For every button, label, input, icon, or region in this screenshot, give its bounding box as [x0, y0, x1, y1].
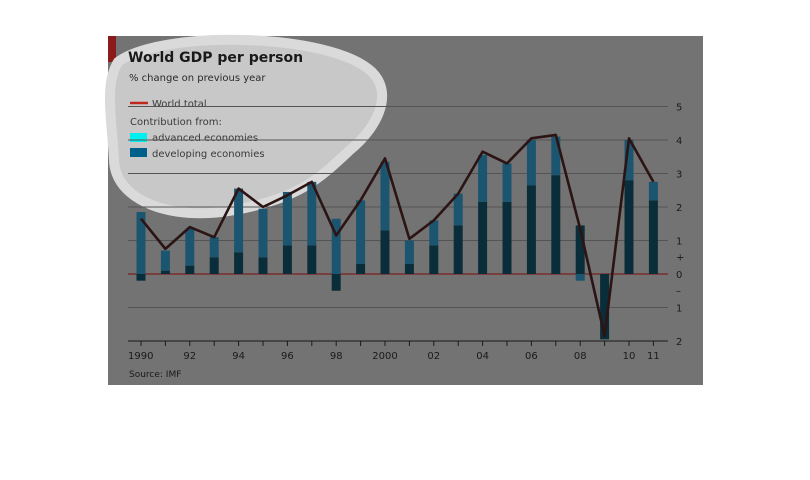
bar-advanced-2008	[575, 274, 585, 281]
bar-advanced-2007	[551, 136, 561, 176]
bar-layer	[136, 136, 658, 340]
x-tick-label-1990: 1990	[128, 351, 153, 362]
x-tick-label-92: 92	[183, 351, 196, 362]
bar-developing-2004	[478, 201, 488, 274]
bar-advanced-1992	[185, 228, 195, 266]
bar-developing-2008	[575, 225, 585, 274]
x-tick-label-2000: 2000	[372, 351, 397, 362]
bar-developing-1993	[209, 257, 219, 274]
legend-advanced-label: advanced economies	[152, 133, 258, 144]
bar-developing-2003	[453, 225, 463, 274]
legend-developing-swatch	[130, 148, 147, 157]
bar-advanced-2006	[526, 140, 536, 186]
x-tick-label-10: 10	[623, 351, 636, 362]
bar-developing-1996	[282, 245, 292, 274]
world-total-line	[139, 133, 655, 338]
bar-advanced-1999	[356, 200, 366, 264]
y-minus-mark: –	[676, 286, 681, 297]
legend-line-label: World total	[152, 99, 207, 110]
chart-title: World GDP per person	[128, 50, 303, 66]
bar-advanced-1997	[307, 181, 317, 246]
bar-developing-1990	[136, 274, 146, 281]
bar-advanced-2001	[404, 240, 414, 264]
bar-advanced-1996	[282, 191, 292, 246]
bar-advanced-2005	[502, 163, 512, 202]
bar-developing-1995	[258, 257, 268, 274]
bar-developing-1992	[185, 265, 195, 274]
bar-advanced-1994	[234, 188, 244, 253]
y-tick-label-2: 3	[676, 170, 682, 181]
bar-advanced-2003	[453, 193, 463, 226]
bar-developing-1991	[160, 270, 170, 274]
bar-developing-2000	[380, 230, 390, 274]
y-plus-mark: +	[676, 252, 684, 263]
source-note: Source: IMF	[129, 370, 181, 380]
bar-developing-1994	[234, 252, 244, 274]
bar-developing-1997	[307, 245, 317, 274]
y-tick-label-5: 0	[676, 270, 682, 281]
red-tab-marker	[108, 36, 116, 62]
chart-subtitle: % change on previous year	[129, 73, 266, 84]
bar-advanced-2011	[648, 181, 658, 201]
highlight-blob	[104, 34, 387, 219]
x-tick-label-96: 96	[281, 351, 294, 362]
bar-developing-2005	[502, 201, 512, 274]
y-tick-label-7: 2	[676, 337, 682, 348]
legend-advanced-swatch	[130, 133, 147, 142]
x-tick-label-94: 94	[232, 351, 245, 362]
y-tick-label-3: 2	[676, 203, 682, 214]
x-tick-label-98: 98	[330, 351, 343, 362]
bar-advanced-1991	[160, 250, 170, 271]
bar-developing-2007	[551, 175, 561, 274]
bar-developing-2002	[429, 245, 439, 274]
bar-advanced-2000	[380, 161, 390, 231]
bar-developing-2006	[526, 185, 536, 274]
y-tick-label-6: 1	[676, 304, 682, 315]
bar-advanced-1998	[331, 218, 341, 274]
bar-advanced-2010	[624, 140, 634, 181]
x-tick-label-04: 04	[476, 351, 489, 362]
bar-developing-2011	[648, 200, 658, 274]
bar-advanced-2004	[478, 155, 488, 202]
y-tick-label-0: 5	[676, 103, 682, 114]
x-tick-label-06: 06	[525, 351, 538, 362]
bar-developing-2001	[404, 263, 414, 274]
bar-advanced-2002	[429, 220, 439, 246]
y-tick-label-4: 1	[676, 237, 682, 248]
x-tick-label-08: 08	[574, 351, 587, 362]
bar-advanced-1990	[136, 212, 146, 274]
x-tick-label-11: 11	[647, 351, 660, 362]
legend-developing-label: developing economies	[152, 149, 265, 160]
bar-developing-1999	[356, 263, 366, 274]
line-layer	[139, 133, 655, 338]
bar-developing-2009	[600, 274, 610, 340]
bar-advanced-1995	[258, 208, 268, 258]
bar-advanced-1993	[209, 237, 219, 258]
bar-developing-1998	[331, 274, 341, 291]
y-tick-label-1: 4	[676, 136, 682, 147]
bar-developing-2010	[624, 180, 634, 274]
legend-heading: Contribution from:	[130, 117, 222, 128]
x-tick-label-02: 02	[427, 351, 440, 362]
